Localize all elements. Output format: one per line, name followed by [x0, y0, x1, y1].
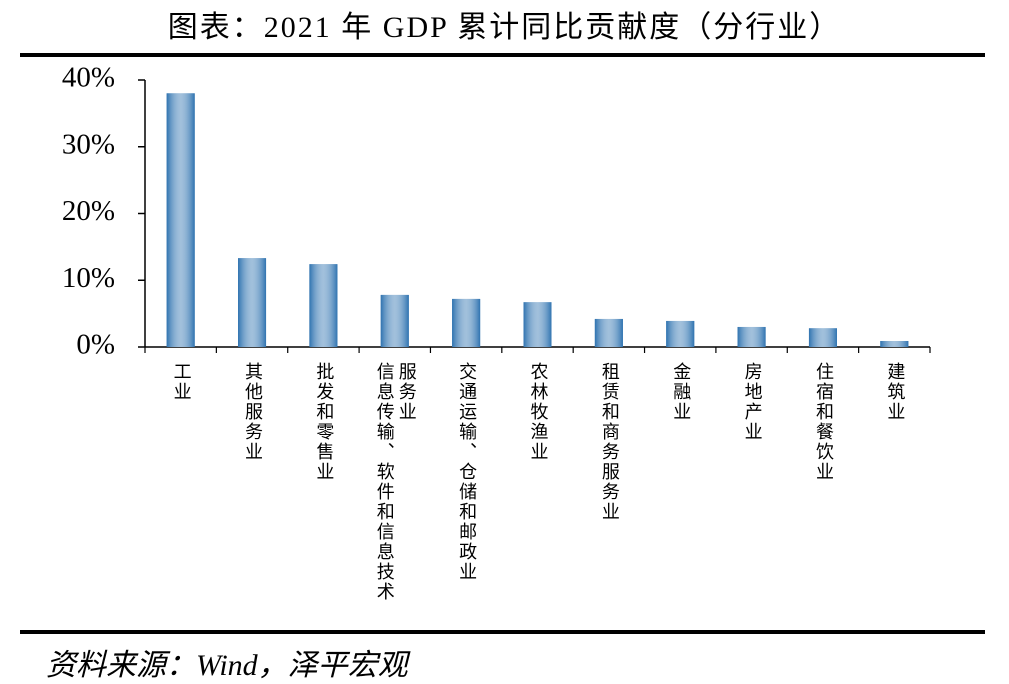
x-tick-label: 批发和零售业: [313, 362, 335, 482]
y-tick-label: 40%: [62, 62, 115, 94]
bar: [808, 328, 837, 347]
bar: [166, 93, 195, 347]
x-tick-label: 信息传输、软件和信息技术服务业: [373, 362, 417, 602]
bar: [880, 340, 909, 347]
y-tick-label: 20%: [62, 195, 115, 227]
bar: [594, 318, 623, 347]
y-tick-label: 0%: [76, 329, 115, 361]
x-tick-label: 农林牧渔业: [527, 362, 549, 462]
bar: [523, 302, 552, 347]
x-tick-label: 工业: [170, 362, 192, 402]
bar: [737, 326, 766, 347]
x-tick-label: 建筑业: [884, 362, 906, 422]
x-tick-label: 房地产业: [741, 362, 763, 442]
bar: [452, 298, 481, 347]
y-tick-label: 10%: [62, 262, 115, 294]
bar: [666, 320, 695, 347]
source-note: 资料来源：Wind，泽平宏观: [46, 649, 408, 682]
bar: [380, 294, 409, 347]
x-tick-label: 住宿和餐饮业: [812, 362, 834, 482]
chart-title: 图表：2021 年 GDP 累计同比贡献度（分行业）: [167, 11, 842, 44]
bar: [309, 264, 338, 347]
x-tick-label: 其他服务业: [242, 362, 264, 462]
y-tick-label: 30%: [62, 128, 115, 160]
x-tick-label: 交通运输、仓储和邮政业: [456, 362, 478, 582]
x-tick-label: 租赁和商务服务业: [598, 362, 620, 522]
bar: [238, 258, 267, 347]
x-tick-label: 金融业: [670, 362, 692, 422]
